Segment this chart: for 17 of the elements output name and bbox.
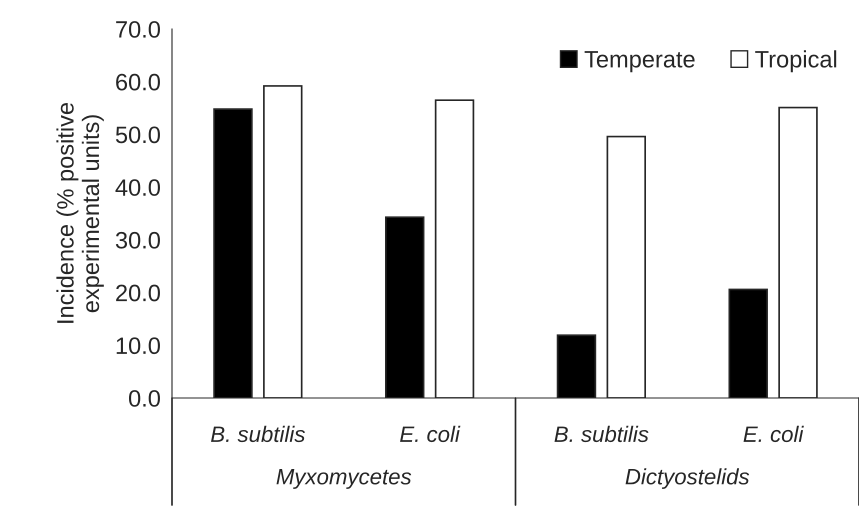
x-tick-label: E. coli xyxy=(744,426,804,442)
y-tick-label: 60.0 xyxy=(116,74,160,90)
text: Myxomycetes xyxy=(276,469,412,489)
y-tick-label: 70.0 xyxy=(116,21,160,38)
y-tick-label: 40.0 xyxy=(115,179,160,196)
x-tick-label: B. subtilis xyxy=(211,426,305,442)
x-tick-label: B. subtilis xyxy=(554,426,648,442)
y-tick-label: 20.0 xyxy=(116,284,160,302)
y-tick-label: 30.0 xyxy=(116,232,160,249)
y-axis-title: Incidence (% positive experimental units) xyxy=(56,102,104,323)
legend-label: Tropical xyxy=(755,50,836,72)
x-tick-label: E. coli xyxy=(400,426,460,442)
y-tick-label: 10.0 xyxy=(116,337,160,354)
y-tick-label: 0.0 xyxy=(128,390,160,407)
text: Dictyostelids xyxy=(626,468,750,489)
y-tick-label: 50.0 xyxy=(116,126,160,144)
legend-label: Temperate xyxy=(584,51,695,72)
